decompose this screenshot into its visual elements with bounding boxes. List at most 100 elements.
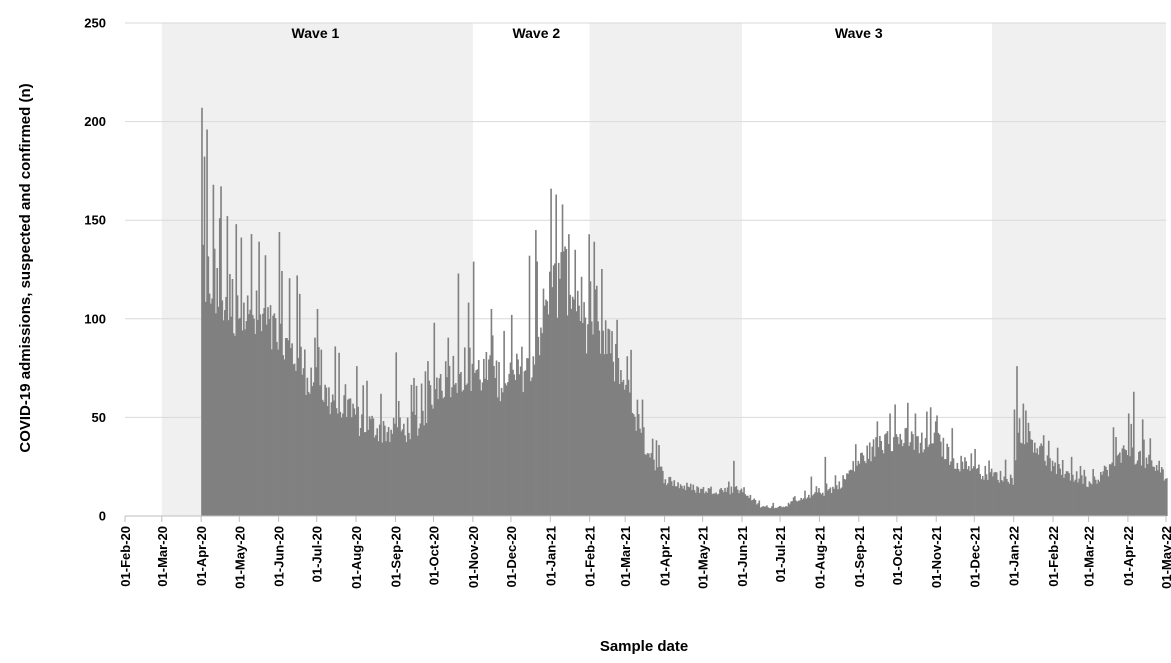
x-tick-label: 01-May-20: [232, 526, 247, 589]
bar: [1053, 466, 1055, 516]
bar: [490, 308, 493, 516]
bar: [462, 389, 465, 516]
bar: [951, 428, 954, 516]
bar: [922, 452, 924, 516]
bar: [494, 377, 497, 516]
bar: [900, 439, 903, 516]
x-tick-label: 01-Feb-21: [583, 526, 598, 587]
bar: [684, 490, 687, 516]
bar: [621, 381, 623, 516]
bar: [978, 464, 980, 516]
bar: [433, 322, 436, 516]
bar: [717, 493, 720, 516]
bar: [1089, 483, 1092, 516]
bar: [777, 507, 780, 516]
bar: [1060, 474, 1063, 516]
bar: [293, 363, 296, 516]
shaded-period-3: [992, 23, 1166, 516]
bar: [618, 384, 621, 516]
bar: [695, 492, 697, 516]
bar: [517, 359, 519, 516]
bar: [248, 314, 250, 516]
bar: [1098, 481, 1101, 516]
bar: [1027, 422, 1030, 516]
bar: [474, 373, 476, 516]
bar: [667, 483, 669, 516]
bar: [755, 504, 758, 516]
bar: [549, 271, 551, 516]
bar: [1091, 484, 1093, 516]
bar: [598, 330, 601, 516]
bar: [1152, 466, 1154, 516]
x-tick-label: 01-Mar-21: [618, 526, 633, 587]
bar: [1154, 470, 1157, 516]
bar: [913, 449, 915, 516]
bar: [1030, 439, 1032, 516]
bar: [590, 321, 593, 516]
bar: [371, 415, 373, 516]
bar: [1004, 459, 1007, 516]
bar: [795, 500, 797, 516]
bar: [405, 442, 408, 516]
bar: [429, 385, 432, 516]
x-tick-label: 01-Jun-21: [735, 526, 750, 587]
bar: [832, 486, 834, 516]
bar: [235, 224, 238, 517]
bar: [331, 394, 334, 516]
bar: [887, 443, 890, 516]
bar: [319, 385, 321, 516]
bar: [1126, 455, 1129, 516]
bar: [781, 507, 783, 516]
bar: [679, 484, 682, 516]
bar: [715, 492, 717, 516]
bar: [367, 429, 370, 516]
bar: [465, 385, 467, 516]
bar: [442, 398, 444, 516]
bar: [373, 437, 376, 516]
bar: [815, 486, 818, 516]
bar: [725, 491, 728, 516]
bar: [843, 478, 846, 516]
bar: [1022, 403, 1025, 516]
bar: [739, 490, 742, 516]
x-tick-label: 01-Nov-20: [466, 526, 481, 588]
bar: [743, 487, 745, 516]
bar: [1145, 457, 1148, 516]
wave-labels: Wave 1 Wave 2 Wave 3: [292, 25, 883, 41]
bar: [561, 204, 564, 516]
bar: [980, 479, 983, 516]
bar: [363, 432, 366, 516]
y-tick-label: 250: [84, 16, 106, 31]
bar: [805, 498, 808, 516]
bar: [893, 437, 895, 516]
bar: [540, 327, 542, 516]
bar: [697, 487, 700, 516]
bar: [229, 274, 231, 516]
bar: [988, 460, 990, 516]
bar: [716, 494, 719, 516]
bar: [1051, 460, 1054, 516]
x-tick-label: 01-Sep-20: [388, 526, 403, 587]
bar: [306, 377, 309, 516]
bar: [447, 337, 450, 516]
bar: [1103, 465, 1106, 516]
bar: [1087, 487, 1089, 516]
bar: [889, 413, 891, 516]
bar: [1020, 442, 1022, 516]
bar: [1000, 480, 1003, 516]
bar: [466, 383, 469, 516]
bar: [1099, 471, 1102, 516]
bar: [439, 374, 442, 516]
bar: [642, 427, 645, 516]
bar: [851, 470, 853, 516]
bar: [1107, 476, 1110, 516]
bar: [330, 402, 333, 516]
bar: [587, 324, 589, 516]
x-tick-label: 01-Jan-21: [543, 526, 558, 586]
bar: [750, 500, 753, 516]
bar: [813, 494, 815, 516]
bar: [557, 262, 560, 516]
bar: [282, 355, 285, 516]
bar: [537, 336, 540, 516]
x-tick-label: 01-Jul-20: [310, 526, 325, 582]
